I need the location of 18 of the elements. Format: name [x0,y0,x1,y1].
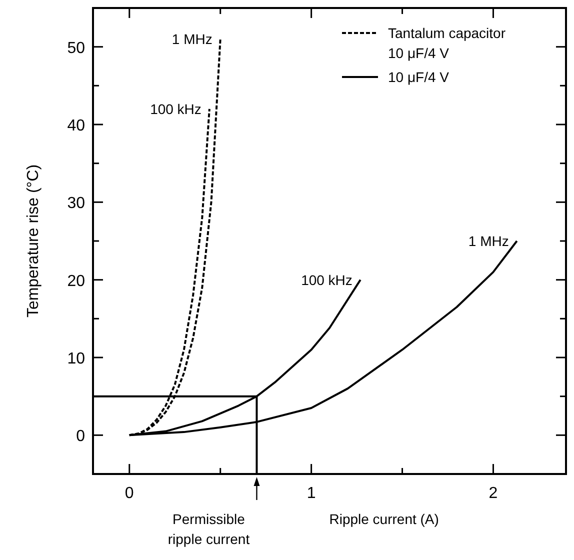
y-tick-label: 0 [76,428,86,446]
y-tick-label: 10 [67,350,86,368]
x-tick-label: 2 [488,485,498,502]
annotation: Permissible ripple current [168,511,250,547]
annotation: Tantalum capacitor 10 μF/4 V [388,25,506,61]
y-tick-label: 50 [67,40,86,57]
series-label: 1 MHz [468,233,509,249]
y-tick-label: 30 [67,195,86,212]
series-label: 1 MHz [172,31,212,48]
x-axis-title: Ripple current (A) [329,511,439,527]
y-tick-label: 40 [67,118,86,134]
series-label: 100 kHz [301,272,352,288]
series-label: 100 kHz [150,100,202,117]
x-tick-label: 0 [124,485,134,502]
y-tick-label: 20 [67,272,86,290]
annotation: 10 μF/4 V [388,69,450,85]
x-tick-label: 1 [306,485,316,502]
y-axis-title: Temperature rise (°C) [25,164,42,318]
